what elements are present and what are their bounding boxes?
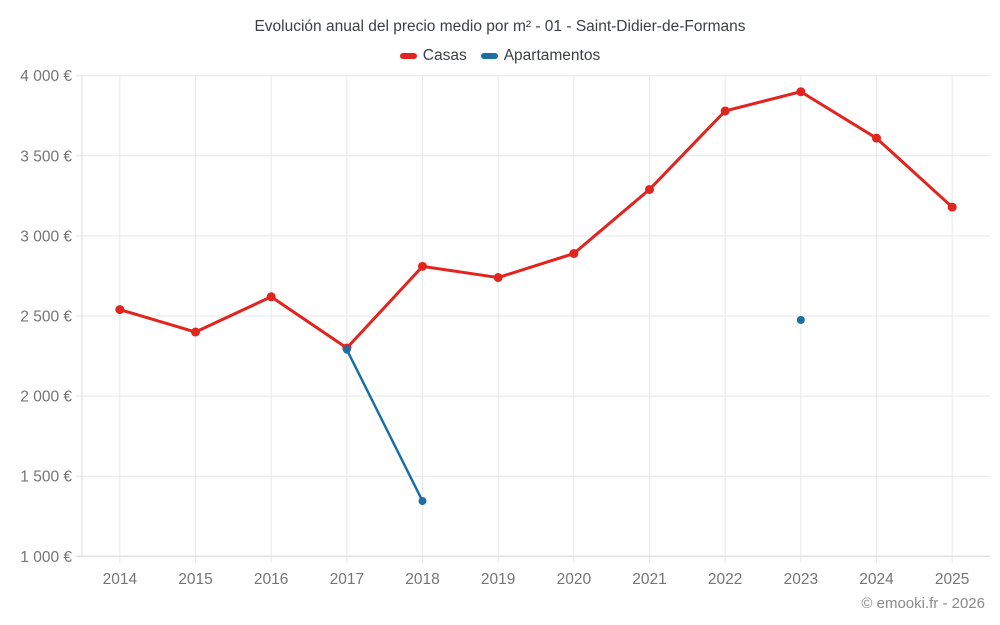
- data-point-casas-2023[interactable]: [796, 87, 806, 97]
- y-tick-label: 2 500 €: [20, 309, 72, 326]
- x-tick-label: 2019: [481, 571, 515, 588]
- y-tick-label: 4 000 €: [20, 68, 72, 85]
- data-point-casas-2021[interactable]: [645, 184, 654, 194]
- legend-item-casas[interactable]: Casas: [399, 47, 467, 65]
- x-tick-label: 2022: [708, 571, 742, 588]
- x-tick-label: 2018: [405, 571, 439, 588]
- series-line-casas: [118, 90, 954, 350]
- x-tick-label: 2016: [254, 571, 288, 588]
- data-point-casas-2025[interactable]: [947, 202, 957, 212]
- series-line-apartamentos: [345, 348, 424, 503]
- data-point-casas-2024[interactable]: [872, 133, 881, 143]
- legend-item-apartamentos[interactable]: Apartamentos: [480, 47, 601, 65]
- chart-title: Evolución anual del precio medio por m² …: [254, 18, 746, 35]
- x-tick-label: 2014: [103, 571, 138, 588]
- data-point-casas-2015[interactable]: [191, 327, 200, 337]
- y-tick-label: 3 500 €: [20, 148, 72, 165]
- y-tick-label: 2 000 €: [20, 389, 72, 406]
- y-tick-label: 3 000 €: [20, 228, 72, 245]
- data-point-casas-2018[interactable]: [418, 261, 427, 271]
- legend-swatch-casas: [399, 53, 417, 59]
- y-tick-label: 1 500 €: [20, 469, 72, 486]
- x-tick-label: 2024: [859, 571, 894, 588]
- x-tick-label: 2020: [557, 571, 592, 588]
- x-tick-label: 2025: [935, 571, 969, 588]
- data-point-casas-2016[interactable]: [266, 292, 276, 302]
- legend-item-label: Apartamentos: [503, 47, 601, 64]
- data-point-casas-2022[interactable]: [720, 106, 730, 116]
- x-tick-label: 2021: [632, 571, 666, 588]
- legend-item-label: Casas: [422, 47, 467, 64]
- data-point-apartamentos-2023[interactable]: [796, 316, 805, 325]
- x-tick-label: 2023: [784, 571, 818, 588]
- copyright-note: © emooki.fr - 2026: [861, 595, 985, 612]
- data-point-casas-2019[interactable]: [493, 273, 503, 283]
- legend-swatch-apartamentos: [480, 53, 498, 59]
- data-point-apartamentos-2017[interactable]: [342, 345, 351, 354]
- data-point-apartamentos-2018[interactable]: [418, 497, 427, 506]
- legend: Casas Apartamentos: [0, 47, 1000, 65]
- data-point-casas-2014[interactable]: [115, 305, 125, 315]
- data-point-casas-2020[interactable]: [569, 249, 579, 259]
- y-tick-label: 1 000 €: [20, 549, 72, 566]
- x-tick-label: 2015: [178, 571, 212, 588]
- x-tick-label: 2017: [330, 571, 364, 588]
